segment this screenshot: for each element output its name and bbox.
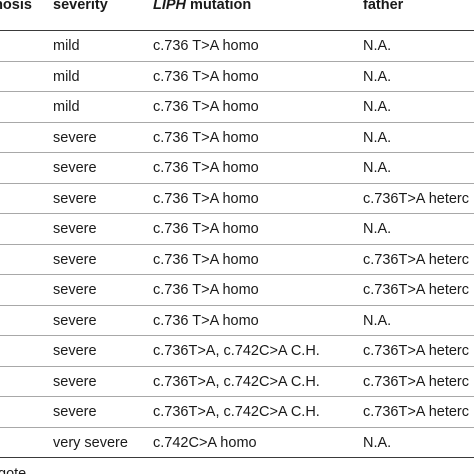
- mutation-cell: c.742C>A homo: [153, 434, 257, 451]
- severity-cell: mild: [53, 99, 80, 115]
- severity-cell: severe: [53, 404, 97, 420]
- severity-cell: severe: [53, 312, 97, 329]
- father-cell: c.736T>A heterc: [363, 373, 469, 390]
- mutation-cell: c.736 T>A homo: [153, 99, 259, 115]
- severity-cell: severe: [53, 190, 97, 207]
- mutation-cell: c.736 T>A homo: [153, 68, 259, 85]
- table-row: severe c.736T>A, c.742C>A C.H. c.736T>A he…: [0, 367, 474, 397]
- father-cell: N.A.: [363, 38, 392, 54]
- father-cell: N.A.: [363, 129, 392, 146]
- mutation-cell: c.736 T>A homo: [153, 221, 259, 237]
- mutation-cell: c.736 T>A homo: [153, 160, 259, 176]
- mutation-cell: c.736T>A, c.742C>A C.H.: [153, 373, 320, 390]
- table-row: severe c.736 T>A homo N.A.: [0, 153, 474, 184]
- table-row: severe c.736 T>A homo N.A.: [0, 306, 474, 336]
- mutation-cell: c.736 T>A homo: [153, 190, 259, 207]
- table-row: severe c.736 T>A homo c.736T>A heterc: [0, 184, 474, 214]
- header-mutation-suffix: mutation: [186, 0, 252, 13]
- table-body: mild c.736 T>A homo N.A. mild c.736 T>A homo…: [0, 31, 474, 458]
- father-cell: c.736T>A heterc: [363, 251, 469, 268]
- severity-cell: mild: [53, 38, 80, 54]
- header-father: father: [363, 0, 404, 13]
- mutation-table: chosis severity LIPH mutation father mil…: [0, 0, 474, 458]
- father-cell: N.A.: [363, 312, 392, 329]
- father-cell: N.A.: [363, 68, 392, 85]
- header-mutation: LIPH mutation: [153, 0, 251, 18]
- header-mutation-gene: LIPH: [153, 0, 187, 13]
- table-row: very severe c.742C>A homo N.A.: [0, 428, 474, 458]
- severity-cell: severe: [53, 160, 97, 176]
- table-row: severe c.736T>A, c.742C>A C.H. c.736T>A he…: [0, 336, 474, 367]
- severity-cell: severe: [53, 282, 97, 298]
- table-row: severe c.736 T>A homo c.736T>A heterc: [0, 245, 474, 275]
- mutation-cell: c.736 T>A homo: [153, 38, 259, 54]
- table-row: severe c.736 T>A homo c.736T>A heterc: [0, 275, 474, 306]
- severity-cell: severe: [53, 129, 97, 146]
- mutation-cell: c.736T>A, c.742C>A C.H.: [153, 343, 320, 359]
- severity-cell: very severe: [53, 434, 128, 451]
- father-cell: N.A.: [363, 221, 392, 237]
- mutation-cell: c.736 T>A homo: [153, 312, 259, 329]
- mutation-cell: c.736 T>A homo: [153, 129, 259, 146]
- mutation-cell: c.736T>A, c.742C>A C.H.: [153, 404, 320, 420]
- severity-cell: severe: [53, 251, 97, 268]
- severity-cell: severe: [53, 373, 97, 390]
- table-header-row: chosis severity LIPH mutation father: [0, 0, 474, 31]
- header-diagnosis: chosis: [0, 0, 32, 13]
- severity-cell: severe: [53, 343, 97, 359]
- severity-cell: mild: [53, 68, 80, 85]
- header-severity: severity: [53, 0, 108, 13]
- table-footnote: gote.: [0, 466, 31, 474]
- father-cell: N.A.: [363, 99, 392, 115]
- father-cell: N.A.: [363, 160, 392, 176]
- father-cell: N.A.: [363, 434, 392, 451]
- father-cell: c.736T>A heterc: [363, 404, 469, 420]
- table-row: severe c.736 T>A homo N.A.: [0, 214, 474, 245]
- mutation-cell: c.736 T>A homo: [153, 282, 259, 298]
- mutation-cell: c.736 T>A homo: [153, 251, 259, 268]
- father-cell: c.736T>A heterc: [363, 282, 469, 298]
- father-cell: c.736T>A heterc: [363, 343, 469, 359]
- table-row: severe c.736T>A, c.742C>A C.H. c.736T>A he…: [0, 397, 474, 428]
- father-cell: c.736T>A heterc: [363, 190, 469, 207]
- table-row: mild c.736 T>A homo N.A.: [0, 92, 474, 123]
- table-row: mild c.736 T>A homo N.A.: [0, 62, 474, 92]
- table-row: severe c.736 T>A homo N.A.: [0, 123, 474, 153]
- table-row: mild c.736 T>A homo N.A.: [0, 31, 474, 62]
- severity-cell: severe: [53, 221, 97, 237]
